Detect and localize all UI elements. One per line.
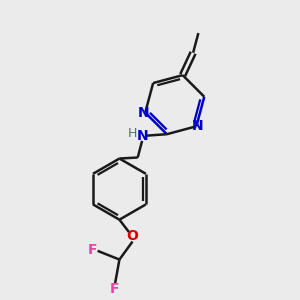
Text: F: F [88, 243, 97, 257]
Text: O: O [127, 229, 139, 243]
Text: H: H [128, 127, 137, 140]
Text: N: N [136, 129, 148, 143]
Text: N: N [138, 106, 150, 120]
Text: F: F [110, 282, 119, 296]
Text: N: N [192, 119, 204, 133]
